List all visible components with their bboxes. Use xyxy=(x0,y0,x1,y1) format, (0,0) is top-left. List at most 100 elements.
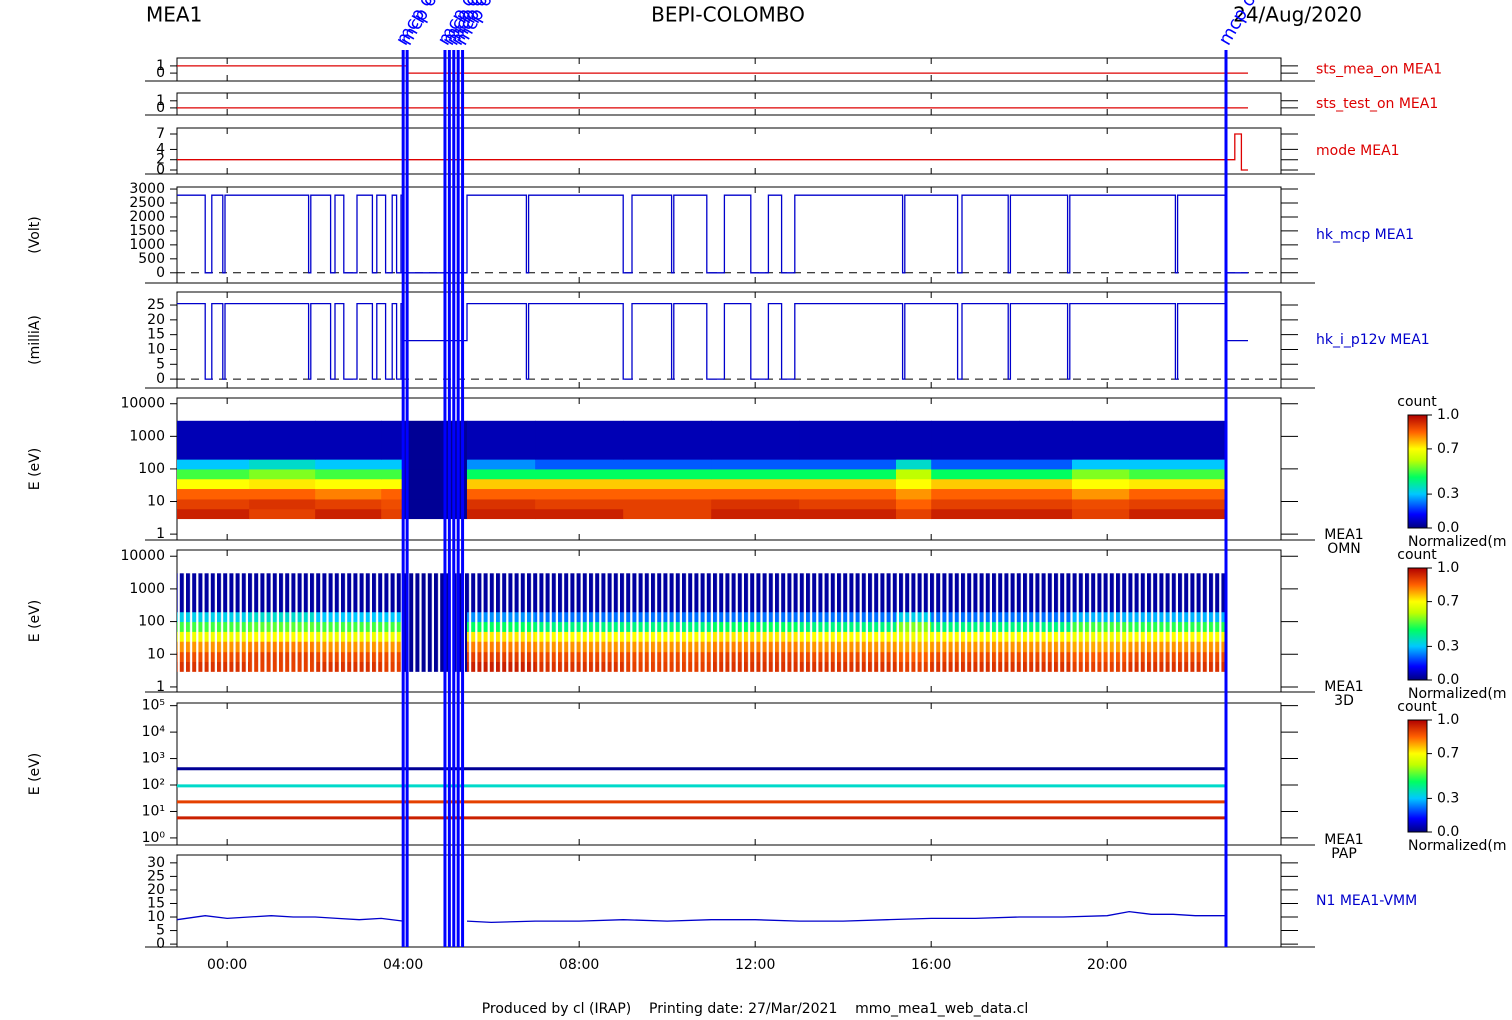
spectrogram-cell xyxy=(535,573,624,613)
y-tick-label: 15 xyxy=(147,895,165,911)
spectrogram-cell xyxy=(1071,498,1130,510)
spectrogram-cell xyxy=(799,488,897,500)
y-tick-label: 2 xyxy=(156,152,165,168)
spectrogram-cell xyxy=(315,459,382,470)
spectrogram-cell xyxy=(381,631,404,642)
spectrogram-cell xyxy=(711,478,800,490)
spectrogram-cell xyxy=(1019,641,1073,653)
x-tick-label: 04:00 xyxy=(383,957,423,973)
spectrogram-cell xyxy=(381,420,404,460)
colorbar-label: Normalized(m xyxy=(1408,838,1507,854)
x-tick-label: 20:00 xyxy=(1087,957,1127,973)
y-tick-label: 5 xyxy=(156,356,165,372)
x-tick-label: 00:00 xyxy=(207,957,247,973)
spectrogram-cell xyxy=(711,621,800,632)
spectrogram-cell xyxy=(1129,641,1227,653)
spectrogram-cell xyxy=(895,420,932,460)
spectrogram-cell xyxy=(315,611,382,623)
panel-frame xyxy=(176,291,1282,389)
spectrogram-cell xyxy=(1019,459,1073,470)
spectrogram-cell xyxy=(799,478,897,490)
spectrogram-cell xyxy=(177,661,250,672)
spectrogram-cell xyxy=(403,651,468,663)
spectrogram-cell xyxy=(177,459,250,470)
spectrogram-cell xyxy=(623,631,712,642)
spectrogram-cell xyxy=(315,573,382,613)
spectrogram-cell xyxy=(403,621,468,632)
spectrogram-cell xyxy=(1129,631,1227,642)
panel-label: hk_i_p12v MEA1 xyxy=(1316,332,1430,348)
y-tick-label: 0 xyxy=(156,65,165,81)
spectrogram-cell xyxy=(535,468,624,480)
spectrogram-cell xyxy=(177,498,250,510)
spectrogram-cell xyxy=(1129,621,1227,632)
colorbar xyxy=(1407,414,1428,529)
spectrogram-cell xyxy=(1071,641,1130,653)
spectrogram-cell xyxy=(403,459,468,470)
spectrogram-cell xyxy=(1019,621,1073,632)
spectrogram-cell xyxy=(535,420,624,460)
spectrogram-cell xyxy=(623,573,712,613)
y-axis-label: E (eV) xyxy=(27,600,43,642)
panel-frame xyxy=(176,702,1282,846)
spectrogram-cell xyxy=(466,498,536,510)
y-tick-label: 0 xyxy=(156,936,165,952)
spectrogram-cell xyxy=(931,631,1020,642)
spectrogram-cell xyxy=(895,498,932,510)
spectrogram-cell xyxy=(315,498,382,510)
y-tick-label: 10⁵ xyxy=(142,698,165,714)
spectrogram-cell xyxy=(895,459,932,470)
spectrogram-cell xyxy=(466,621,536,632)
y-tick-label: 20 xyxy=(147,882,165,898)
spectrogram-cell xyxy=(249,631,316,642)
y-tick-label: 7 xyxy=(156,126,165,142)
spectrogram-cell xyxy=(403,468,468,480)
spectrogram xyxy=(177,573,1227,672)
spectrogram-cell xyxy=(799,641,897,653)
spectrogram-cell xyxy=(535,498,624,510)
spectrogram-cell xyxy=(315,631,382,642)
spectrogram-cell xyxy=(315,641,382,653)
header-center: BEPI-COLOMBO xyxy=(651,3,805,27)
spectrogram-cell xyxy=(931,621,1020,632)
spectrogram-cell xyxy=(381,641,404,653)
spectrogram-cell xyxy=(623,468,712,480)
panel-label: sts_mea_on MEA1 xyxy=(1316,62,1442,78)
spectrogram-cell xyxy=(249,420,316,460)
panel-content xyxy=(177,767,1226,820)
panel-label: PAP xyxy=(1331,846,1357,862)
y-tick-label: 1000 xyxy=(129,237,165,253)
spectrogram-cell xyxy=(177,621,250,632)
spectrogram-cell xyxy=(381,498,404,510)
x-tick-label: 12:00 xyxy=(735,957,775,973)
y-tick-label: 0 xyxy=(156,371,165,387)
spectrogram-cell xyxy=(931,478,1020,490)
colorbar-tick-label: 0.3 xyxy=(1437,790,1459,806)
spectrogram-cell xyxy=(466,631,536,642)
colorbar-tick-label: 1.0 xyxy=(1437,407,1459,423)
spectrogram-cell xyxy=(381,573,404,613)
panel-frame xyxy=(176,854,1282,948)
panel-label: MEA1 xyxy=(1324,679,1363,695)
spectrogram-cell xyxy=(623,498,712,510)
y-tick-label: 4 xyxy=(156,141,165,157)
colorbar xyxy=(1407,719,1428,833)
spectrogram-cell xyxy=(1071,631,1130,642)
colorbar-label: Normalized(m xyxy=(1408,686,1507,702)
spectrogram-cell xyxy=(1129,420,1227,460)
spectrogram-cell xyxy=(1019,651,1073,663)
panel-label: MEA1 xyxy=(1324,527,1363,543)
panel-content xyxy=(177,302,1281,380)
spectrogram-cell xyxy=(466,661,536,672)
spectrogram-cell xyxy=(1071,468,1130,480)
spectrogram-cell xyxy=(1071,508,1130,520)
y-tick-label: 2500 xyxy=(129,195,165,211)
spectrogram-cell xyxy=(1129,468,1227,480)
spectrogram-cell xyxy=(535,641,624,653)
y-tick-label: 10¹ xyxy=(142,803,165,819)
y-tick-label: 30 xyxy=(147,855,165,871)
spectrogram-cell xyxy=(711,508,800,520)
spectrogram-cell xyxy=(535,478,624,490)
spectrogram-cell xyxy=(931,573,1020,613)
